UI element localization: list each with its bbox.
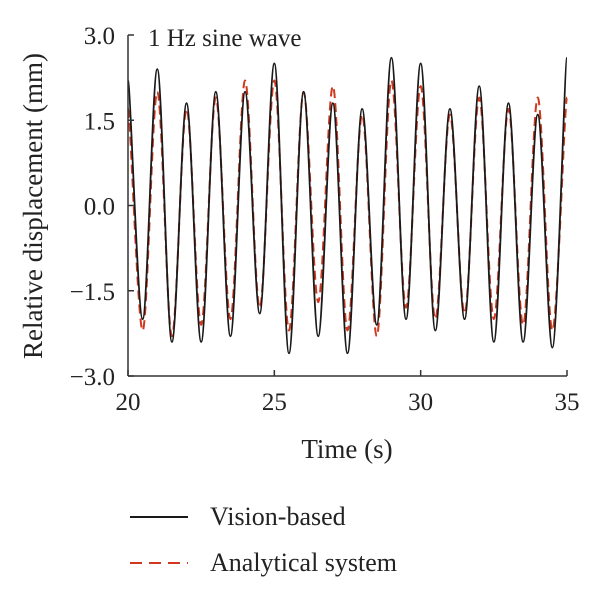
- x-tick-label-25: 25: [262, 389, 287, 416]
- x-tick-label-35: 35: [555, 389, 580, 416]
- x-tick-label-20: 20: [116, 389, 141, 416]
- legend-item-vision-based: Vision-based: [130, 502, 346, 531]
- series-layer: [127, 56, 568, 355]
- legend-label-analytical-system: Analytical system: [210, 548, 397, 577]
- x-tick-label-30: 30: [408, 389, 433, 416]
- series-line-analytical-system: [127, 79, 568, 338]
- legend: Vision-based Analytical system: [130, 502, 397, 577]
- legend-label-vision-based: Vision-based: [210, 502, 346, 531]
- y-tick-label-4: 3.0: [84, 23, 115, 50]
- x-axis-title: Time (s): [301, 434, 392, 464]
- y-tick-label-3: 1.5: [84, 108, 115, 135]
- chart-annotation: 1 Hz sine wave: [148, 25, 301, 52]
- ticks-layer: 20 25 30 35 −3.0 −1.5 0.0 1.5 3.0: [70, 23, 580, 416]
- legend-item-analytical-system: Analytical system: [130, 548, 397, 577]
- y-tick-label-1: −1.5: [70, 279, 115, 306]
- y-tick-label-0: −3.0: [70, 364, 115, 391]
- plot-area: 20 25 30 35 −3.0 −1.5 0.0 1.5 3.0: [70, 23, 580, 416]
- y-tick-label-2: 0.0: [84, 194, 115, 221]
- series-line-vision-based: [127, 56, 568, 355]
- y-axis-title: Relative displacement (mm): [18, 53, 48, 359]
